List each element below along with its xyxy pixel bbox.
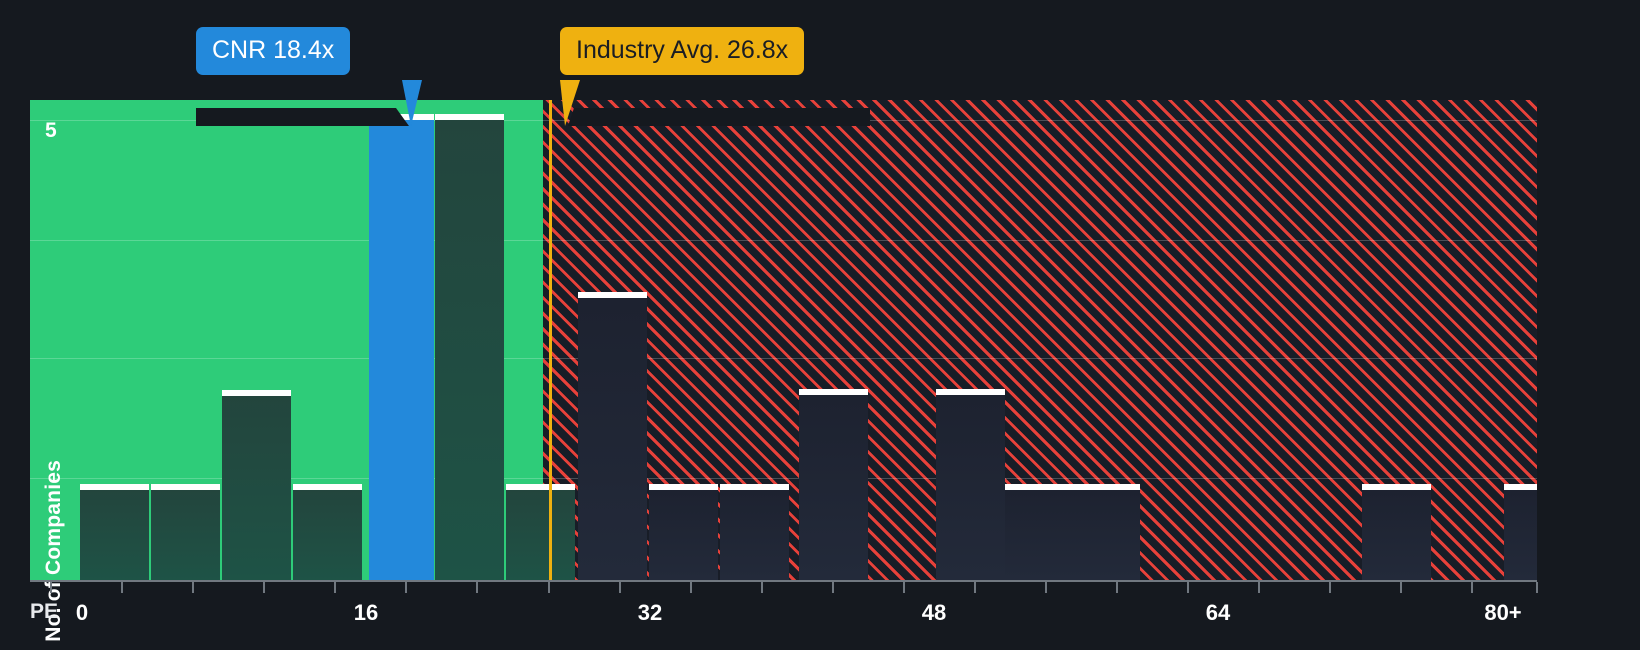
histogram-bar [506,484,575,580]
x-axis-label-16: 16 [353,600,379,625]
histogram-bar [1504,484,1537,580]
histogram-bar-highlighted [369,114,434,580]
bar-cap [936,389,1005,395]
bar-cap [293,484,362,490]
x-axis-tick [1536,582,1538,593]
histogram-bar [720,484,789,580]
x-axis-label-32: 32 [637,600,663,625]
bar-cap [80,484,149,490]
company-callout-tail [196,80,422,126]
bar-cap [720,484,789,490]
histogram-bar [222,390,291,580]
histogram-bar [435,114,504,580]
histogram-bar [80,484,149,580]
bar-cap [435,114,504,120]
plot-area [30,100,1537,580]
x-axis-tick [690,582,692,593]
bar-cap [799,389,868,395]
industry-average-line [549,100,552,580]
industry-callout-box: Industry Avg. 26.8x [560,27,805,75]
histogram-bar [936,389,1005,580]
gridline-3 [30,358,1537,359]
x-axis-tick [903,582,905,593]
bar-cap [578,292,647,298]
histogram-bar [799,389,868,580]
x-axis-prefix-label: PE [30,600,59,623]
x-axis-tick [1045,582,1047,593]
histogram-bar [1362,484,1431,580]
x-axis-label-48: 48 [921,600,947,625]
x-axis-tick [548,582,550,593]
histogram-bar [151,484,220,580]
x-axis-line [30,580,1537,582]
bar-cap [1071,484,1140,490]
bar-cap [649,484,718,490]
bar-cap [506,484,575,490]
x-axis-tick [619,582,621,593]
x-axis-label-0: 0 [75,600,89,625]
x-axis-tick [1187,582,1189,593]
x-axis-tick [50,582,52,593]
x-axis-tick [1329,582,1331,593]
x-axis-tick [334,582,336,593]
x-axis-label-64: 64 [1205,600,1231,625]
histogram-bar [578,292,647,580]
gridline-2 [30,478,1537,479]
gridline-4 [30,240,1537,241]
x-axis-tick [476,582,478,593]
histogram-bar [1071,484,1140,580]
x-axis-tick [974,582,976,593]
x-axis-tick [263,582,265,593]
x-axis-tick [121,582,123,593]
bar-cap [151,484,220,490]
x-axis-tick [405,582,407,593]
industry-callout-tail [560,80,870,126]
x-axis-label-80: 80+ [1484,600,1522,625]
histogram-bar [1005,484,1074,580]
bar-cap [1005,484,1074,490]
bar-cap [1504,484,1537,490]
company-callout-box: CNR 18.4x [196,27,351,75]
x-axis-tick [761,582,763,593]
histogram-bar [649,484,718,580]
x-axis-tick [1400,582,1402,593]
y-tick-label-5: 5 [45,119,57,142]
x-axis-tick [1471,582,1473,593]
x-axis-tick [192,582,194,593]
x-axis-tick [1116,582,1118,593]
x-axis-tick [832,582,834,593]
bar-cap [222,390,291,396]
x-axis-tick [1258,582,1260,593]
histogram-bar [293,484,362,580]
bar-cap [1362,484,1431,490]
